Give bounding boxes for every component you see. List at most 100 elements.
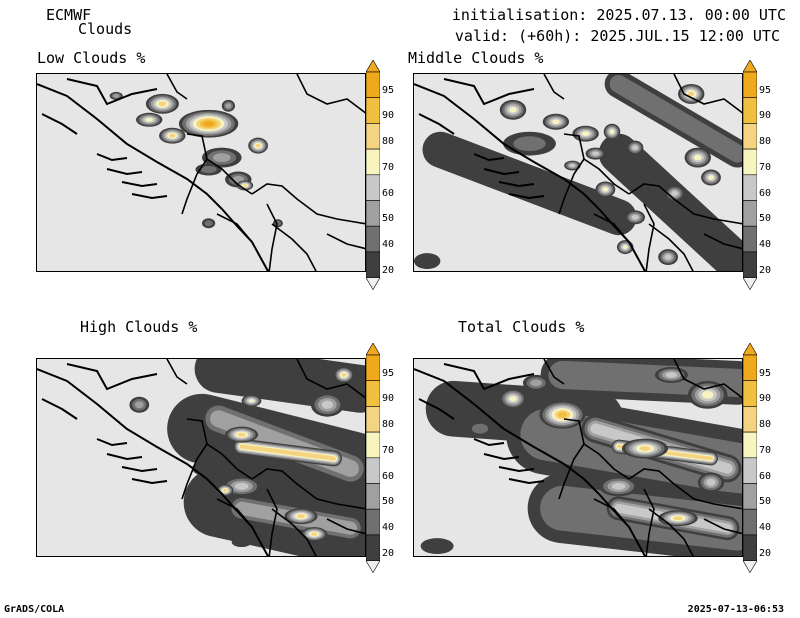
coastline [37,83,270,271]
cloud-contour [234,482,249,490]
colorbar-label: 60 [759,470,772,482]
cloud-field [414,74,742,271]
colorbar-above-arrow [365,342,381,356]
colorbar-label: 95 [759,84,772,96]
init-time-label: initialisation: 2025.07.13. 00:00 UTC [451,6,786,24]
cloud-contour [237,432,246,437]
country-border [271,223,317,271]
colorbar-label: 80 [382,419,395,431]
panel-title: Middle Clouds % [408,49,544,67]
country-border [628,468,742,510]
cloud-contour [509,106,517,113]
colorbar-segment [365,406,381,433]
coastline [131,478,168,485]
coastline [418,398,455,420]
colorbar-label: 70 [382,444,395,456]
cloud-contour [223,488,228,492]
country-border [181,443,208,500]
cloud-contour [420,538,454,555]
colorbar-segment [742,225,758,253]
colorbar-label: 80 [759,419,772,431]
colorbar: 20 40 50 60 70 80 90 95 [365,342,394,577]
coastline [508,193,545,200]
colorbar-segment [365,71,381,99]
coastline [443,78,535,106]
cloud-contour [311,532,318,536]
coastline [66,78,158,106]
colorbar-label: 60 [759,187,772,199]
cloud-contour [341,372,347,377]
cloud-contour [581,131,590,136]
coastline [418,113,455,135]
coastline [41,398,78,420]
field-label: Clouds [78,20,133,38]
cloud-contour [622,245,628,250]
colorbar-segment [365,380,381,407]
colorbar-segment [742,97,758,124]
colorbar-label: 80 [759,136,772,148]
map-plot [36,358,366,557]
colorbar-segment [742,354,758,382]
colorbar-label: 60 [382,470,395,482]
coastline [106,453,143,461]
colorbar-label: 90 [382,110,395,122]
cloud-contour [513,136,546,151]
coastline [483,168,520,176]
cloud-contour [609,74,742,163]
country-border [628,183,742,225]
map-plot [36,73,366,272]
coastline [121,466,158,473]
country-border [563,133,630,195]
cloud-contour [673,516,683,521]
cloud-contour [708,175,714,180]
colorbar-segment [742,406,758,433]
cloud-contour [242,184,247,187]
cloud-contour [158,101,167,107]
colorbar-below-arrow [742,277,758,291]
coastline [414,83,647,271]
colorbar-above-arrow [742,59,758,73]
cloud-contour [557,411,568,418]
cloud-contour [414,253,441,270]
cloud-contour [632,145,638,151]
cloud-field [414,359,742,556]
colorbar-label: 80 [382,136,395,148]
cloud-contour [569,163,576,168]
coastline [473,153,505,162]
colorbar-below-arrow [365,560,381,574]
country-border [593,498,630,528]
cloud-contour [611,482,626,490]
cloud-contour [706,478,716,486]
colorbar-below-arrow [365,277,381,291]
colorbar-label: 50 [759,213,772,225]
colorbar-segment [742,251,758,278]
cloud-contour [204,220,213,227]
cloud-contour [200,165,217,174]
colorbar-scale [742,342,758,574]
colorbar-label: 90 [759,393,772,405]
cloud-contour [113,94,120,98]
country-border [216,498,253,528]
coastline [96,153,128,162]
country-border [251,183,365,225]
cloud-contour [665,372,678,378]
colorbar-segment [365,97,381,124]
colorbar-label: 40 [759,521,772,533]
colorbar-label: 50 [382,213,395,225]
cloud-contour [639,446,651,451]
colorbar-label: 95 [382,84,395,96]
cloud-contour [134,401,144,409]
country-border [326,518,365,535]
colorbar-segment [365,123,381,150]
colorbar-label: 70 [759,444,772,456]
coastline [131,193,168,200]
cloud-contour [203,121,215,127]
colorbar-segment [742,200,758,227]
country-border [648,508,694,556]
colorbar: 20 40 50 60 70 80 90 95 [365,59,394,294]
cloud-contour [248,399,255,403]
cloud-contour [422,131,637,236]
country-border [648,223,694,271]
country-border [326,233,365,250]
colorbar-segment [742,148,758,176]
